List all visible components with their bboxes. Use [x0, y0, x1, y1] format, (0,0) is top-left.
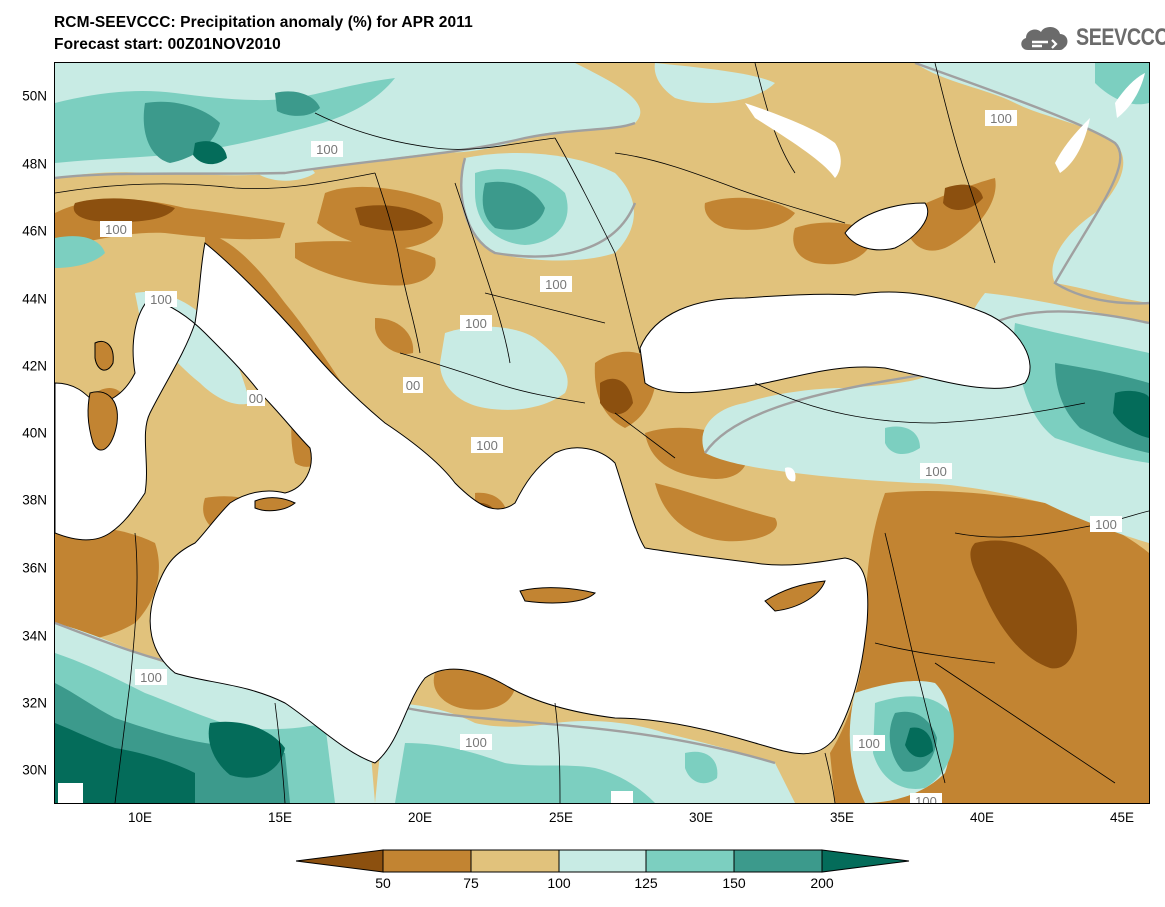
lat-label: 44N: [22, 291, 47, 307]
svg-text:100: 100: [476, 438, 498, 453]
contour-label: 100: [100, 221, 132, 237]
colorbar-tick: 200: [810, 875, 834, 891]
svg-text:00: 00: [406, 378, 420, 393]
colorbar-seg-100-125: [558, 849, 647, 873]
logo-text: SEEVCCC: [1076, 24, 1165, 51]
wet-areas-extreme: [55, 141, 1149, 803]
svg-text:100: 100: [1095, 517, 1117, 532]
contour-label: 100: [311, 141, 343, 157]
contour-label: 100: [471, 437, 503, 453]
driest-areas: [73, 184, 1078, 669]
contour-label: 100: [135, 669, 167, 685]
svg-text:100: 100: [545, 277, 567, 292]
contour-label-group: 100 100 100 100 100 100 100 100 100 100 …: [100, 110, 1122, 803]
country-borders: [55, 63, 1149, 803]
lat-label: 32N: [22, 695, 47, 711]
lat-label: 42N: [22, 358, 47, 374]
contour-label: 100: [920, 463, 952, 479]
lon-label: 20E: [407, 810, 433, 825]
contour-label: 00: [247, 390, 265, 406]
colorbar-seg-125-150: [645, 849, 735, 873]
lon-label: 25E: [548, 810, 574, 825]
svg-text:100: 100: [915, 794, 937, 803]
lon-label: 10E: [127, 810, 153, 825]
precipitation-anomaly-map: 100 100 100 100 100 100 100 100 100 100 …: [54, 62, 1150, 804]
lon-label: 35E: [829, 810, 855, 825]
colorbar-seg-150-200: [733, 849, 823, 873]
svg-text:100: 100: [465, 316, 487, 331]
lat-label: 34N: [22, 628, 47, 644]
lon-label: 45E: [1109, 810, 1135, 825]
contour-label: 100: [460, 734, 492, 750]
colorbar-tick: 125: [634, 875, 658, 891]
svg-text:100: 100: [858, 736, 880, 751]
contour-label: 100: [853, 735, 885, 751]
colorbar-seg-50-75: [382, 849, 472, 873]
lat-label: 48N: [22, 156, 47, 172]
svg-text:100: 100: [140, 670, 162, 685]
colorbar-seg-below-50: [295, 849, 384, 873]
colorbar-tick: 50: [375, 875, 391, 891]
colorbar-seg-above-200: [821, 849, 910, 873]
lon-label: 30E: [688, 810, 714, 825]
sea-areas: [55, 202, 1031, 764]
lat-label: 36N: [22, 560, 47, 576]
forecast-start: Forecast start: 00Z01NOV2010: [54, 36, 281, 53]
svg-text:100: 100: [316, 142, 338, 157]
svg-text:100: 100: [465, 735, 487, 750]
contour-label: 100: [145, 291, 177, 307]
islands: [87, 340, 826, 612]
seevccc-logo: SEEVCCC: [1018, 22, 1165, 54]
lat-label: 40N: [22, 425, 47, 441]
contour-label: 100: [460, 315, 492, 331]
colorbar: [295, 848, 910, 879]
map-title: RCM-SEEVCCC: Precipitation anomaly (%) f…: [54, 14, 473, 31]
contour-label: 100: [1090, 516, 1122, 532]
lakes: [58, 73, 1145, 803]
svg-text:100: 100: [150, 292, 172, 307]
colorbar-tick: 150: [722, 875, 746, 891]
colorbar-seg-75-100: [470, 849, 560, 873]
lon-label: 15E: [267, 810, 293, 825]
svg-text:100: 100: [105, 222, 127, 237]
lon-label: 40E: [969, 810, 995, 825]
contour-label: 100: [540, 276, 572, 292]
svg-text:100: 100: [990, 111, 1012, 126]
lat-label: 30N: [22, 762, 47, 778]
colorbar-tick: 75: [463, 875, 479, 891]
lat-label: 46N: [22, 223, 47, 239]
contour-label: 00: [403, 377, 423, 393]
lat-label: 38N: [22, 492, 47, 508]
lat-label: 50N: [22, 88, 47, 104]
contour-label: 100: [985, 110, 1017, 126]
svg-text:00: 00: [249, 391, 263, 406]
cloud-logo-icon: [1021, 26, 1068, 50]
contour-label: 100: [910, 793, 942, 803]
colorbar-tick: 100: [547, 875, 571, 891]
svg-text:100: 100: [925, 464, 947, 479]
